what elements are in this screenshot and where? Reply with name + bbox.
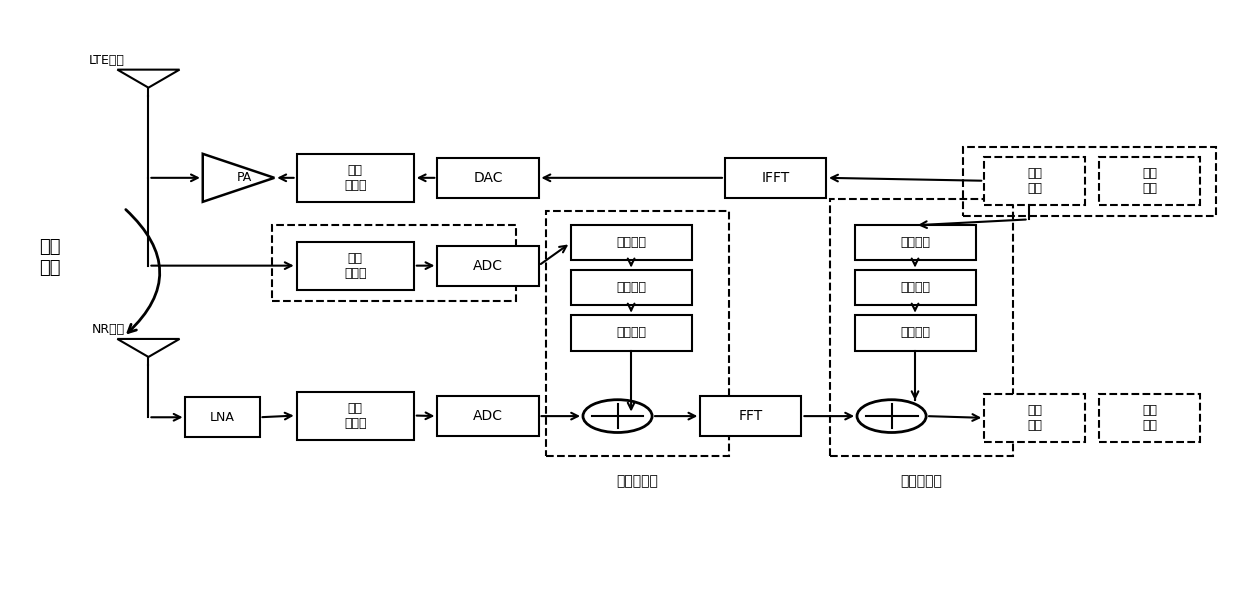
Text: ADC: ADC (472, 259, 503, 272)
Bar (438, 246, 538, 285)
Bar (854, 316, 976, 350)
Bar (438, 396, 538, 436)
Text: LTE天线: LTE天线 (89, 54, 125, 67)
Text: 幅度调节: 幅度调节 (616, 326, 646, 339)
Text: 第二级消除: 第二级消除 (900, 474, 942, 488)
Bar (854, 270, 976, 306)
Text: FFT: FFT (739, 409, 763, 423)
Bar (438, 158, 538, 198)
Text: 干扰重建: 干扰重建 (900, 326, 930, 339)
Bar (985, 394, 1085, 442)
Text: 信号
序列: 信号 序列 (1142, 404, 1157, 432)
Text: 相位调节: 相位调节 (616, 281, 646, 294)
Text: 延迟调节: 延迟调节 (616, 236, 646, 249)
Text: ADC: ADC (472, 409, 503, 423)
Bar (296, 242, 414, 290)
Bar (830, 199, 1013, 456)
Text: LNA: LNA (210, 411, 234, 424)
Bar (854, 225, 976, 261)
Text: DAC: DAC (474, 171, 502, 185)
Bar (963, 147, 1216, 216)
Text: 第一级消除: 第一级消除 (616, 474, 658, 488)
Bar (570, 316, 692, 350)
Bar (546, 210, 729, 456)
Text: 星座
解调: 星座 解调 (1027, 404, 1043, 432)
Bar (1099, 157, 1200, 204)
Bar (570, 225, 692, 261)
Polygon shape (118, 70, 180, 87)
Bar (1099, 394, 1200, 442)
Text: 参数估计: 参数估计 (900, 281, 930, 294)
Text: 上行
干扰: 上行 干扰 (38, 238, 61, 277)
Bar (296, 391, 414, 440)
Text: 谐波模型: 谐波模型 (900, 236, 930, 249)
Bar (570, 270, 692, 306)
Bar (272, 225, 516, 301)
Text: 模拟
下变频: 模拟 下变频 (343, 252, 367, 280)
Bar (725, 158, 826, 198)
Text: IFFT: IFFT (761, 171, 790, 185)
Text: 信号
序列: 信号 序列 (1142, 167, 1157, 195)
Text: 星座
调制: 星座 调制 (1027, 167, 1043, 195)
Text: NR天线: NR天线 (92, 323, 125, 336)
Text: 模拟
上变频: 模拟 上变频 (343, 164, 367, 192)
Bar (985, 157, 1085, 204)
Polygon shape (118, 339, 180, 357)
Text: 模拟
下变频: 模拟 下变频 (343, 401, 367, 430)
Bar (296, 154, 414, 202)
Bar (701, 396, 801, 436)
Polygon shape (203, 154, 274, 202)
Bar (186, 397, 259, 437)
Text: PA: PA (237, 171, 252, 184)
FancyArrowPatch shape (125, 210, 160, 333)
